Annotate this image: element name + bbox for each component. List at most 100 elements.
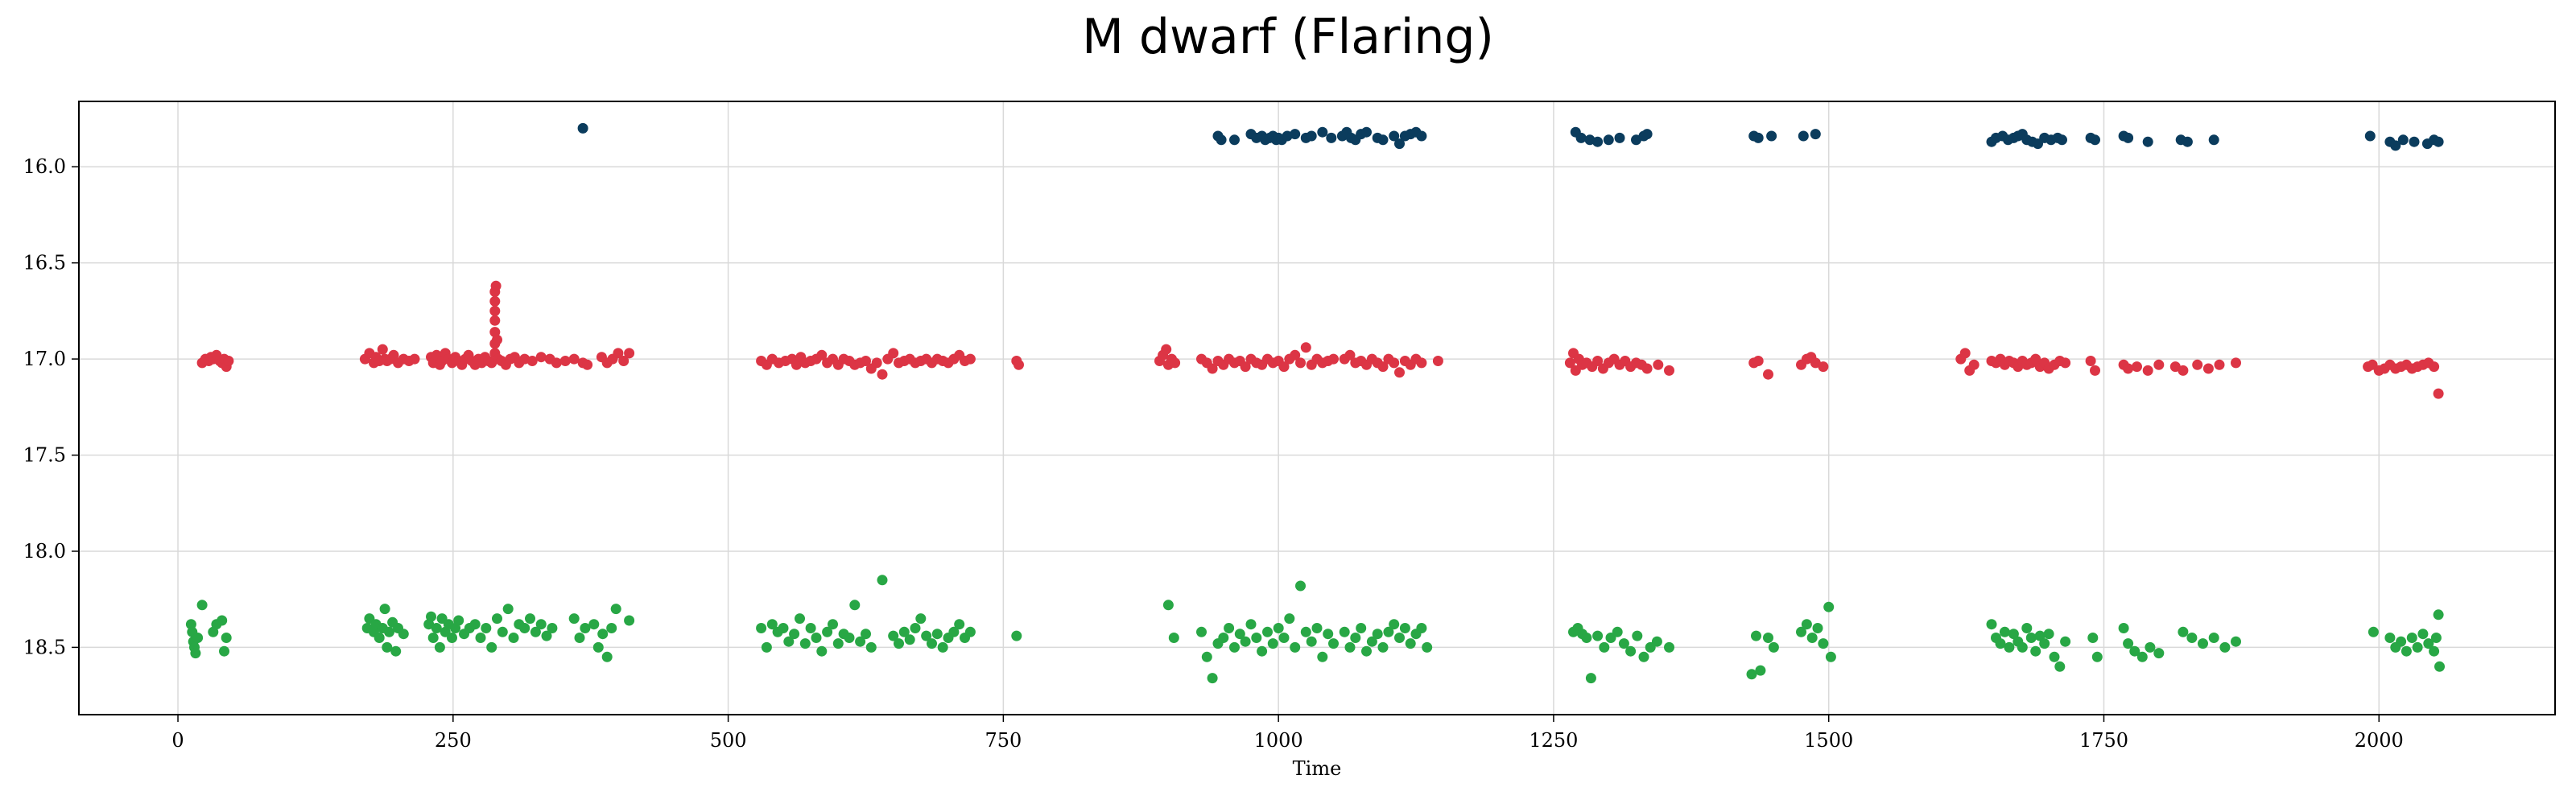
data-point	[861, 629, 871, 640]
data-point	[489, 315, 501, 326]
data-point	[384, 626, 394, 637]
data-point	[390, 645, 402, 657]
data-point	[2401, 645, 2412, 657]
data-point	[1796, 626, 1806, 637]
x-tick-label: 1250	[1529, 729, 1578, 752]
data-point	[2142, 365, 2153, 376]
data-point	[894, 638, 904, 649]
data-point	[388, 349, 399, 361]
data-point	[601, 651, 613, 662]
data-point	[877, 369, 888, 380]
data-point	[588, 619, 600, 630]
data-point	[1416, 130, 1427, 142]
data-point	[508, 633, 519, 643]
data-point	[1422, 641, 1433, 653]
y-tick-label: 16.0	[23, 155, 66, 178]
data-point	[2025, 633, 2037, 643]
data-point	[223, 356, 234, 366]
data-point	[1344, 641, 1356, 653]
data-point	[904, 634, 915, 645]
data-point	[398, 629, 409, 640]
x-tick-label: 1750	[2079, 729, 2128, 752]
data-point	[828, 619, 838, 630]
data-point	[931, 629, 943, 640]
data-point	[382, 641, 393, 653]
data-point	[568, 613, 580, 625]
data-point	[1763, 369, 1773, 380]
data-point	[2087, 633, 2099, 643]
data-point	[192, 633, 204, 643]
x-tick-label: 250	[435, 729, 472, 752]
data-point	[1328, 353, 1339, 365]
data-point	[427, 633, 439, 643]
data-point	[2057, 134, 2067, 146]
data-point	[486, 641, 497, 653]
data-point	[791, 359, 802, 370]
x-tick-label: 2000	[2355, 729, 2404, 752]
data-point	[2004, 641, 2015, 653]
data-point	[469, 619, 481, 630]
y-tick-label: 17.5	[23, 444, 66, 467]
data-point	[795, 613, 805, 625]
data-point	[1245, 619, 1257, 630]
data-point	[1207, 673, 1218, 684]
data-point	[2008, 629, 2019, 640]
data-point	[954, 619, 965, 630]
x-tick-label: 750	[985, 729, 1022, 752]
data-point	[1394, 138, 1405, 150]
data-point	[805, 623, 816, 633]
data-point	[1818, 361, 1829, 373]
data-point	[2085, 356, 2096, 366]
data-point	[766, 619, 778, 630]
data-point	[761, 641, 772, 653]
data-point	[1416, 357, 1427, 369]
data-point	[816, 349, 828, 361]
data-point	[2219, 641, 2231, 653]
data-point	[434, 641, 445, 653]
data-points	[185, 122, 2445, 684]
data-point	[219, 645, 229, 657]
data-point	[1240, 361, 1251, 373]
data-point	[1664, 641, 1674, 653]
data-point	[2090, 134, 2100, 146]
data-point	[1207, 363, 1218, 374]
data-point	[2433, 609, 2444, 620]
data-point	[1234, 629, 1245, 640]
data-point	[1999, 626, 2010, 637]
data-point	[1638, 651, 1649, 662]
data-point	[1011, 630, 1022, 641]
data-point	[1328, 638, 1339, 649]
data-point	[2132, 361, 2142, 373]
data-point	[2091, 651, 2103, 662]
data-point	[1300, 342, 1311, 353]
data-point	[1218, 633, 1229, 643]
data-point	[1262, 626, 1273, 637]
data-point	[1641, 129, 1653, 140]
data-point	[877, 575, 888, 586]
data-point	[2123, 638, 2134, 649]
data-point	[447, 633, 457, 643]
data-point	[481, 623, 492, 633]
data-point	[597, 629, 609, 640]
data-point	[789, 629, 800, 640]
data-point	[475, 633, 486, 643]
data-point	[2368, 626, 2379, 637]
data-point	[2182, 136, 2193, 147]
data-point	[1612, 626, 1623, 637]
data-point	[1311, 623, 1323, 633]
data-point	[2430, 633, 2442, 643]
data-point	[937, 641, 948, 653]
data-point	[2202, 363, 2214, 374]
data-point	[1306, 636, 1317, 647]
data-point	[1290, 349, 1301, 361]
data-point	[2397, 134, 2409, 146]
data-point	[1389, 130, 1400, 142]
data-point	[1372, 629, 1383, 640]
data-point	[1812, 623, 1823, 633]
axis-ticks: 0 250 500 750 1000 1250 1500 1750 2000 16.0 16.5 17…	[23, 155, 2404, 752]
data-point	[865, 641, 877, 653]
data-point	[2030, 645, 2041, 657]
data-point	[1625, 645, 1637, 657]
data-point	[1240, 636, 1251, 647]
